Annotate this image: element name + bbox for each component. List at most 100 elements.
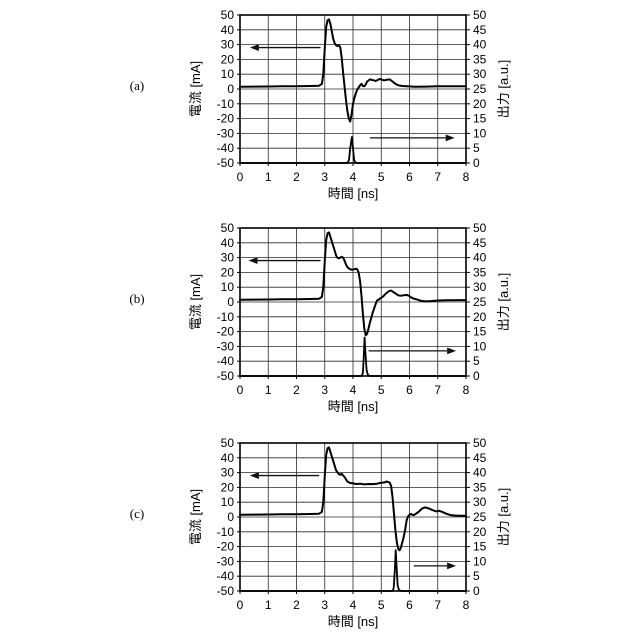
panel-label-b: (b) xyxy=(129,291,144,306)
left-y-tick-label: 50 xyxy=(221,436,235,450)
right-y-tick-label: 20 xyxy=(473,310,487,324)
output-trace xyxy=(239,136,467,164)
right-y-tick-label: 15 xyxy=(473,112,487,126)
left-y-tick-label: 50 xyxy=(221,8,235,22)
x-tick-label: 5 xyxy=(378,170,385,184)
x-tick-label: 2 xyxy=(293,383,300,397)
right-y-tick-label: 25 xyxy=(473,295,487,309)
right-y-tick-label: 45 xyxy=(473,23,487,37)
left-axis-arrow-head-icon xyxy=(249,44,259,51)
x-tick-label: 1 xyxy=(265,598,272,612)
right-y-tick-label: 30 xyxy=(473,495,487,509)
right-y-tick-label: 50 xyxy=(473,8,487,22)
right-y-tick-label: 30 xyxy=(473,280,487,294)
right-y-tick-label: 5 xyxy=(473,354,480,368)
x-tick-label: 4 xyxy=(350,383,357,397)
left-axis-title-b: 電流 [mA] xyxy=(188,274,203,330)
left-y-tick-label: -50 xyxy=(217,369,235,383)
left-y-tick-label: 40 xyxy=(221,236,235,250)
x-tick-label: 8 xyxy=(463,598,470,612)
left-axis-title-a: 電流 [mA] xyxy=(188,61,203,117)
x-tick-label: 0 xyxy=(237,598,244,612)
left-y-tick-label: -50 xyxy=(217,156,235,170)
x-tick-label: 4 xyxy=(350,598,357,612)
left-y-tick-label: -20 xyxy=(217,540,235,554)
chart-a: 0 1 2 3 4 5 6 7 8-50-40-30-20-100102030405005101… xyxy=(130,8,511,201)
left-y-tick-label: 10 xyxy=(221,280,235,294)
right-y-tick-label: 20 xyxy=(473,97,487,111)
right-axis-title-c: 出力 [a.u.] xyxy=(496,488,511,547)
left-y-tick-label: 40 xyxy=(221,451,235,465)
right-y-tick-label: 5 xyxy=(473,141,480,155)
left-y-tick-label: 10 xyxy=(221,495,235,509)
x-tick-label: 8 xyxy=(463,170,470,184)
right-y-tick-label: 25 xyxy=(473,510,487,524)
right-y-tick-label: 50 xyxy=(473,436,487,450)
left-y-tick-label: 0 xyxy=(227,295,234,309)
right-y-tick-label: 15 xyxy=(473,325,487,339)
x-tick-label: 3 xyxy=(321,598,328,612)
x-tick-label: 7 xyxy=(434,598,441,612)
x-tick-label: 3 xyxy=(321,383,328,397)
left-y-tick-label: 0 xyxy=(227,510,234,524)
chart-b: 0 1 2 3 4 5 6 7 8-50-40-30-20-100102030405005101… xyxy=(129,221,511,414)
plot-area-c: 0 1 2 3 4 5 6 7 8-50-40-30-20-100102030405005101… xyxy=(217,436,487,612)
right-y-tick-label: 50 xyxy=(473,221,487,235)
plot-area-b: 0 1 2 3 4 5 6 7 8-50-40-30-20-100102030405005101… xyxy=(217,221,487,397)
right-y-tick-label: 45 xyxy=(473,236,487,250)
left-axis-arrow-head-icon xyxy=(249,472,259,479)
right-y-tick-label: 30 xyxy=(473,67,487,81)
output-trace xyxy=(239,549,467,592)
x-tick-label: 2 xyxy=(293,598,300,612)
x-tick-label: 6 xyxy=(406,383,413,397)
right-y-tick-label: 25 xyxy=(473,82,487,96)
right-y-tick-label: 40 xyxy=(473,38,487,52)
panel-b: 0 1 2 3 4 5 6 7 8 -50 -40 -30 -20 -10 0 10 20 30 40 50 0 5 10 1… xyxy=(0,214,640,427)
left-y-tick-label: 20 xyxy=(221,480,235,494)
x-tick-label: 0 xyxy=(237,383,244,397)
output-trace xyxy=(239,336,467,377)
left-y-tick-label: -40 xyxy=(217,141,235,155)
current-trace xyxy=(239,18,467,123)
left-axis-title-c: 電流 [mA] xyxy=(188,489,203,545)
left-y-tick-label: -40 xyxy=(217,569,235,583)
x-tick-label: 7 xyxy=(434,383,441,397)
right-y-tick-label: 35 xyxy=(473,265,487,279)
left-y-tick-label: 50 xyxy=(221,221,235,235)
x-tick-label: 5 xyxy=(378,598,385,612)
right-y-tick-label: 0 xyxy=(473,584,480,598)
left-y-tick-label: 30 xyxy=(221,251,235,265)
right-axis-arrow-head-icon xyxy=(447,562,457,570)
x-tick-label: 2 xyxy=(293,170,300,184)
left-y-tick-label: -50 xyxy=(217,584,235,598)
right-y-tick-label: 5 xyxy=(473,569,480,583)
left-y-tick-label: 10 xyxy=(221,67,235,81)
left-y-tick-label: -10 xyxy=(217,310,235,324)
panel-c: 0 1 2 3 4 5 6 7 8 -50 -40 -30 -20 -10 0 10 20 30 40 50 0 5 10 1… xyxy=(0,429,640,640)
left-y-tick-label: 20 xyxy=(221,52,235,66)
current-trace xyxy=(239,446,467,552)
left-y-tick-label: -30 xyxy=(217,554,235,568)
panel-a: 0 1 2 3 4 5 6 7 8 -50 -40 -30 -20 -10 0 10 20 30 40 50 0 5 10 1… xyxy=(0,1,640,214)
right-axis-arrow-head-icon xyxy=(447,347,457,355)
right-y-tick-label: 10 xyxy=(473,339,487,353)
right-y-tick-label: 40 xyxy=(473,466,487,480)
right-y-tick-label: 20 xyxy=(473,525,487,539)
plot-area-a: 0 1 2 3 4 5 6 7 8-50-40-30-20-100102030405005101… xyxy=(217,8,487,184)
x-tick-label: 7 xyxy=(434,170,441,184)
x-tick-label: 3 xyxy=(321,170,328,184)
right-y-tick-label: 45 xyxy=(473,451,487,465)
left-y-tick-label: -10 xyxy=(217,525,235,539)
x-tick-label: 0 xyxy=(237,170,244,184)
left-y-tick-label: -40 xyxy=(217,354,235,368)
right-y-tick-label: 0 xyxy=(473,369,480,383)
x-tick-label: 1 xyxy=(265,383,272,397)
current-trace xyxy=(239,231,467,337)
left-y-tick-label: -20 xyxy=(217,112,235,126)
left-y-tick-label: -30 xyxy=(217,126,235,140)
left-y-tick-label: 30 xyxy=(221,466,235,480)
x-axis-title-b: 時間 [ns] xyxy=(328,399,379,414)
left-y-tick-label: 40 xyxy=(221,23,235,37)
left-y-tick-label: 0 xyxy=(227,82,234,96)
